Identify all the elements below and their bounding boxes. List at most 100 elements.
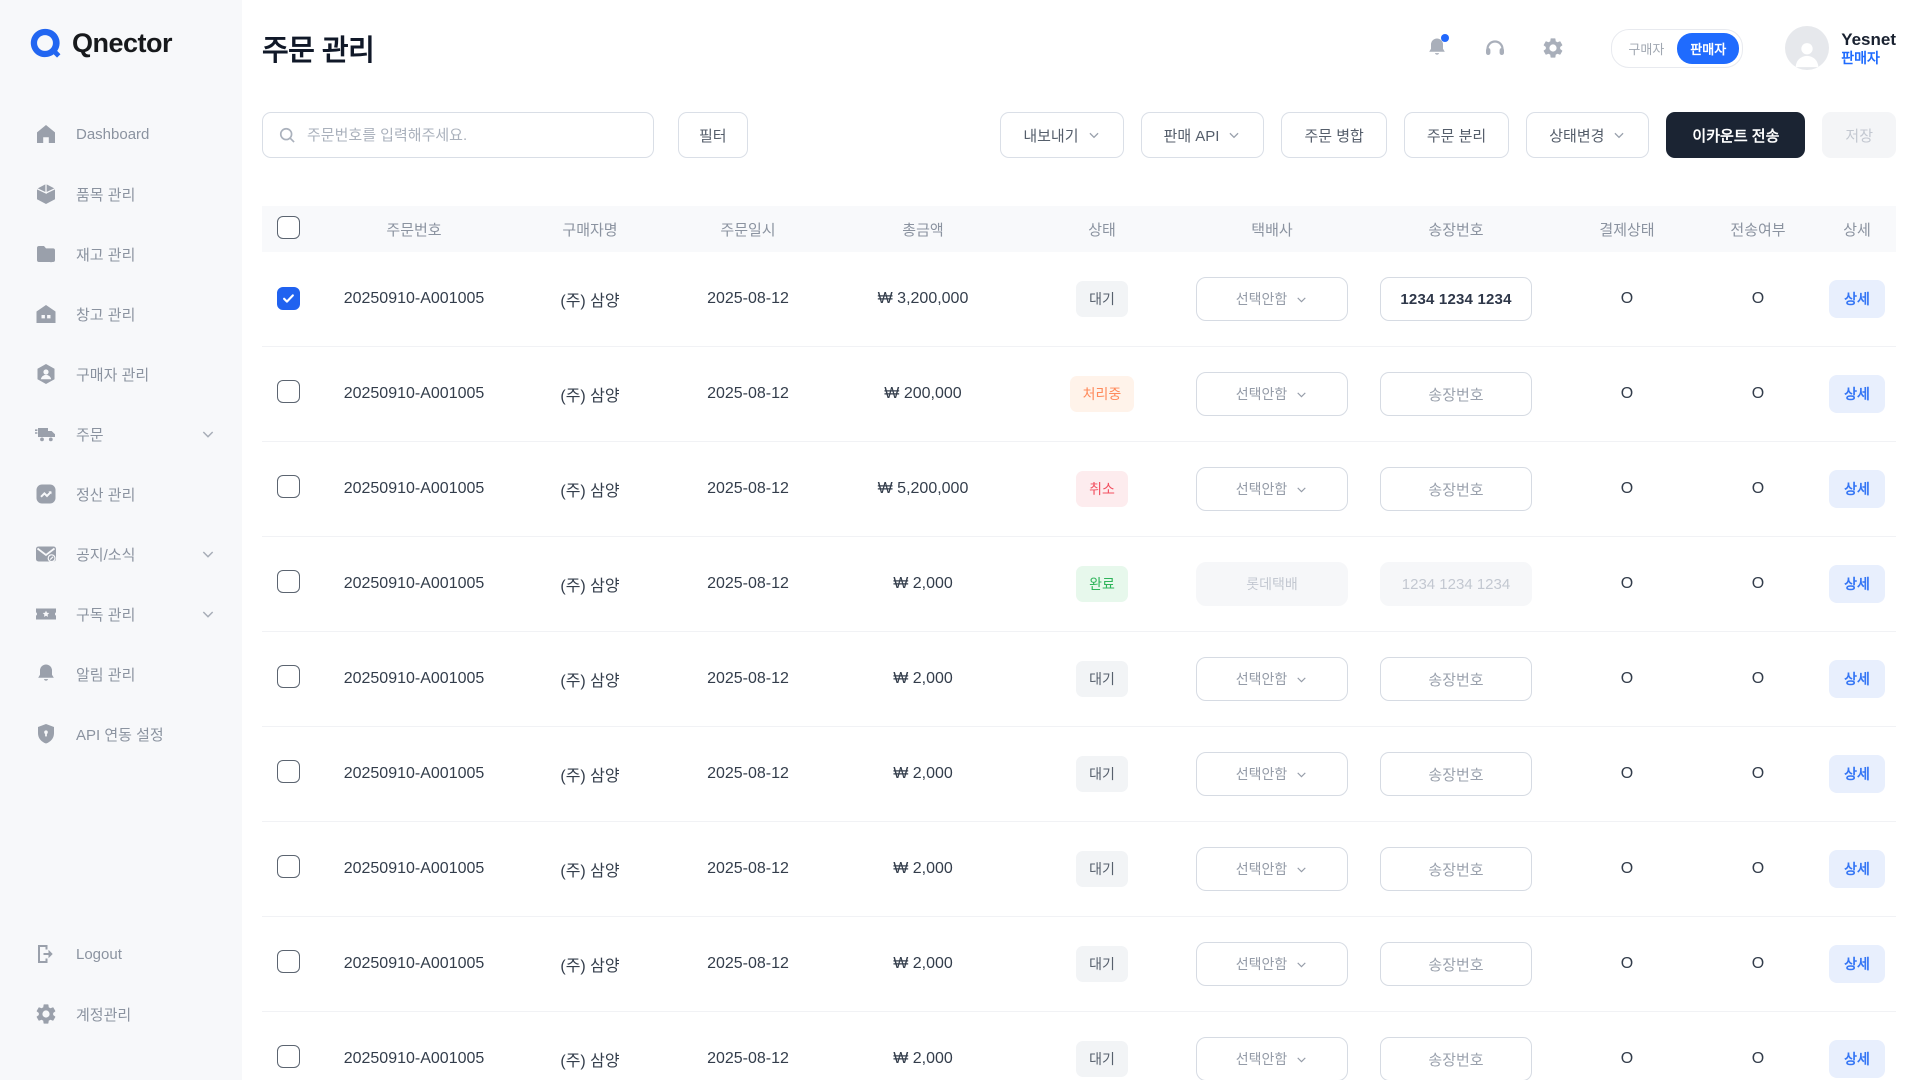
logout-icon (34, 942, 58, 966)
order-search-input[interactable] (307, 127, 639, 144)
courier-select: 롯데택배 (1196, 562, 1348, 606)
avatar[interactable] (1785, 26, 1829, 70)
row-checkbox[interactable] (277, 665, 300, 688)
sidebar-item-label: 창고 관리 (76, 304, 216, 325)
mail-icon (34, 542, 58, 566)
sidebar-footer: Logout계정관리 (0, 924, 242, 1044)
sidebar-item-label: 주문 (76, 424, 182, 445)
orders-table: 주문번호구매자명주문일시총금액상태택배사송장번호결제상태전송여부상세 20250… (262, 206, 1896, 1080)
row-checkbox[interactable] (277, 475, 300, 498)
export-button[interactable]: 내보내기 (1000, 112, 1123, 158)
payment-status-cell: O (1556, 1050, 1698, 1068)
chevron-down-icon[interactable] (200, 426, 216, 442)
row-checkbox[interactable] (277, 760, 300, 783)
notifications-bell-icon[interactable] (1425, 36, 1449, 60)
role-option-buyer[interactable]: 구매자 (1615, 33, 1677, 64)
courier-select[interactable]: 선택안함 (1196, 467, 1348, 511)
payment-status-cell: O (1556, 290, 1698, 308)
detail-button[interactable]: 상세 (1829, 850, 1885, 888)
select-all-checkbox[interactable] (277, 216, 300, 239)
table-row: 20250910-A001005 (주) 삼양 2025-08-12 ₩ 2,0… (262, 822, 1896, 917)
detail-button[interactable]: 상세 (1829, 755, 1885, 793)
invoice-number-input[interactable]: 송장번호 (1380, 372, 1532, 416)
invoice-number-input[interactable]: 송장번호 (1380, 847, 1532, 891)
support-headset-icon[interactable] (1483, 36, 1507, 60)
invoice-number-input[interactable]: 송장번호 (1380, 752, 1532, 796)
sidebar-item-label: 구매자 관리 (76, 364, 216, 385)
detail-button[interactable]: 상세 (1829, 660, 1885, 698)
sidebar-item-subscription[interactable]: 구독 관리 (0, 584, 242, 644)
sidebar-item-label: 재고 관리 (76, 244, 216, 265)
ecount-send-button[interactable]: 이카운트 전송 (1666, 112, 1805, 158)
sidebar-item-logout[interactable]: Logout (0, 924, 242, 984)
detail-button[interactable]: 상세 (1829, 470, 1885, 508)
buyer-name-cell: (주) 삼양 (514, 382, 666, 406)
sidebar-nav: Dashboard품목 관리재고 관리창고 관리구매자 관리주문정산 관리공지/… (0, 104, 242, 764)
status-change-button[interactable]: 상태변경 (1526, 112, 1649, 158)
total-amount-cell: ₩ 3,200,000 (830, 290, 1016, 308)
transfer-status-cell: O (1698, 670, 1818, 688)
detail-button[interactable]: 상세 (1829, 280, 1885, 318)
row-checkbox[interactable] (277, 380, 300, 403)
detail-button[interactable]: 상세 (1829, 1040, 1885, 1078)
profile: Yesnet 판매자 (1785, 26, 1896, 70)
sidebar-item-inventory[interactable]: 재고 관리 (0, 224, 242, 284)
chevron-down-icon (1295, 863, 1308, 876)
row-checkbox[interactable] (277, 287, 300, 310)
chevron-down-icon[interactable] (200, 606, 216, 622)
sidebar-item-account[interactable]: 계정관리 (0, 984, 242, 1044)
order-number-cell: 20250910-A001005 (314, 480, 514, 498)
invoice-number-input[interactable]: 1234 1234 1234 (1380, 277, 1532, 321)
row-checkbox[interactable] (277, 1045, 300, 1068)
status-badge: 처리중 (1070, 376, 1135, 412)
detail-button[interactable]: 상세 (1829, 375, 1885, 413)
invoice-number-input[interactable]: 송장번호 (1380, 657, 1532, 701)
brand-logo[interactable]: Qnector (0, 26, 242, 60)
status-badge: 완료 (1076, 566, 1128, 602)
payment-status-cell: O (1556, 575, 1698, 593)
detail-button[interactable]: 상세 (1829, 945, 1885, 983)
order-date-cell: 2025-08-12 (666, 765, 830, 783)
courier-select[interactable]: 선택안함 (1196, 277, 1348, 321)
row-checkbox[interactable] (277, 950, 300, 973)
topbar-right: 구매자 판매자 Yesnet 판매자 (1425, 26, 1896, 70)
detail-button[interactable]: 상세 (1829, 565, 1885, 603)
sidebar-item-notice[interactable]: 공지/소식 (0, 524, 242, 584)
order-number-cell: 20250910-A001005 (314, 575, 514, 593)
courier-select[interactable]: 선택안함 (1196, 752, 1348, 796)
transfer-status-cell: O (1698, 1050, 1818, 1068)
sidebar-item-api-settings[interactable]: API 연동 설정 (0, 704, 242, 764)
courier-select[interactable]: 선택안함 (1196, 372, 1348, 416)
courier-select[interactable]: 선택안함 (1196, 657, 1348, 701)
row-checkbox[interactable] (277, 570, 300, 593)
table-row: 20250910-A001005 (주) 삼양 2025-08-12 ₩ 5,2… (262, 442, 1896, 537)
courier-select[interactable]: 선택안함 (1196, 942, 1348, 986)
sidebar-item-settlement[interactable]: 정산 관리 (0, 464, 242, 524)
chevron-down-icon[interactable] (200, 546, 216, 562)
table-row: 20250910-A001005 (주) 삼양 2025-08-12 ₩ 2,0… (262, 727, 1896, 822)
invoice-number-input[interactable]: 송장번호 (1380, 1037, 1532, 1080)
sidebar-item-buyers[interactable]: 구매자 관리 (0, 344, 242, 404)
sidebar-item-dashboard[interactable]: Dashboard (0, 104, 242, 164)
courier-select[interactable]: 선택안함 (1196, 1037, 1348, 1080)
user-role: 판매자 (1841, 50, 1896, 68)
settings-gear-icon[interactable] (1541, 36, 1565, 60)
buyer-name-cell: (주) 삼양 (514, 572, 666, 596)
filter-button[interactable]: 필터 (678, 112, 748, 158)
split-orders-button[interactable]: 주문 분리 (1404, 112, 1509, 158)
save-button-label: 저장 (1845, 125, 1873, 146)
sidebar-item-items[interactable]: 품목 관리 (0, 164, 242, 224)
invoice-number-input[interactable]: 송장번호 (1380, 942, 1532, 986)
column-header-3: 총금액 (830, 219, 1016, 240)
merge-orders-button[interactable]: 주문 병합 (1281, 112, 1386, 158)
role-option-seller[interactable]: 판매자 (1677, 33, 1739, 64)
invoice-number-input[interactable]: 송장번호 (1380, 467, 1532, 511)
courier-select[interactable]: 선택안함 (1196, 847, 1348, 891)
sidebar-item-warehouse[interactable]: 창고 관리 (0, 284, 242, 344)
sales-api-button[interactable]: 판매 API (1141, 112, 1265, 158)
sidebar-item-alerts[interactable]: 알림 관리 (0, 644, 242, 704)
total-amount-cell: ₩ 2,000 (830, 1050, 1016, 1068)
table-body: 20250910-A001005 (주) 삼양 2025-08-12 ₩ 3,2… (262, 252, 1896, 1080)
row-checkbox[interactable] (277, 855, 300, 878)
sidebar-item-orders[interactable]: 주문 (0, 404, 242, 464)
